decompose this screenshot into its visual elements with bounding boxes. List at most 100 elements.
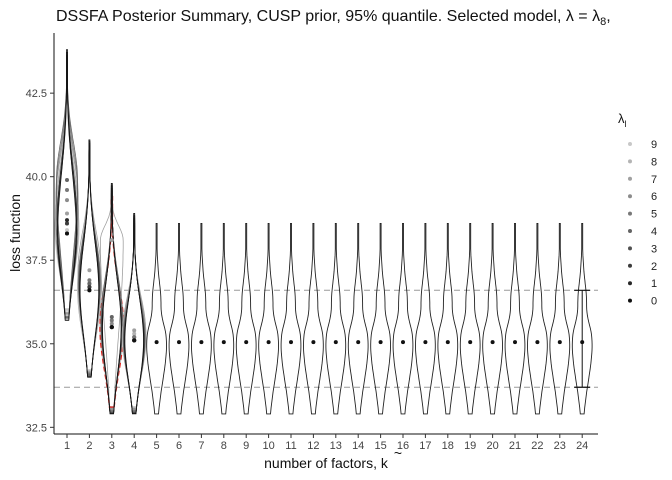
x-tick-label-13: 13 <box>330 440 342 452</box>
violin-k16 <box>392 223 414 415</box>
violin-group-k16 <box>392 223 414 415</box>
legend-item-9: 9 <box>628 139 657 151</box>
point-k2-lambda2 <box>87 284 92 289</box>
legend-key-5 <box>628 211 632 216</box>
violin-k4-lambda2 <box>123 216 145 413</box>
x-tick-label-8: 8 <box>221 440 227 452</box>
legend-label-2: 2 <box>651 261 657 273</box>
violin-k23 <box>549 223 571 415</box>
violin-k4-lambda0 <box>124 213 144 415</box>
y-axis-title: loss function <box>7 194 23 272</box>
point-k17 <box>423 340 428 345</box>
violin-group-k13 <box>325 223 347 415</box>
point-k4-lambda8 <box>132 331 137 336</box>
point-k3-lambda5 <box>109 318 114 323</box>
point-k2-lambda0 <box>87 288 92 293</box>
x-tick-label-9: 9 <box>243 440 249 452</box>
legend-key-1 <box>628 281 632 286</box>
violin-group-k12 <box>303 223 324 415</box>
legend-key-0 <box>628 298 632 303</box>
violin-k2-lambda3 <box>78 144 100 376</box>
point-k16 <box>401 340 405 345</box>
x-axis-title-text: number of factors, k <box>264 455 389 471</box>
x-tick-label-14: 14 <box>352 440 364 452</box>
point-k20 <box>490 340 495 345</box>
x-tick-label-16: 16 <box>397 440 409 452</box>
legend-label-0: 0 <box>651 296 657 308</box>
x-tick-label-11: 11 <box>285 440 296 452</box>
point-k11 <box>289 340 293 345</box>
violin-k3-lambda8 <box>99 195 125 409</box>
violin-group-k8 <box>213 223 235 415</box>
legend-key-4 <box>628 229 632 233</box>
x-tick-label-4: 4 <box>131 440 137 452</box>
x-tick-label-1: 1 <box>64 440 70 452</box>
violin-k14 <box>347 223 369 415</box>
violin-k21 <box>504 223 526 415</box>
violin-k12 <box>303 223 324 415</box>
violin-k8 <box>213 223 235 415</box>
violin-group-k21 <box>504 223 526 415</box>
violin-group-k4 <box>121 213 147 415</box>
x-tick-label-19: 19 <box>464 440 476 452</box>
legend: λl 9 8 7 6 5 4 3 2 1 0 <box>618 111 657 308</box>
violin-group-k7 <box>191 223 212 415</box>
point-k2-lambda4 <box>87 281 92 286</box>
violin-group-k18 <box>437 223 459 415</box>
x-tick-label-10: 10 <box>262 440 274 452</box>
x-tick-label-6: 6 <box>176 440 182 452</box>
legend-item-5: 5 <box>628 209 657 221</box>
violin-k7 <box>191 223 212 415</box>
violin-group-k5 <box>146 223 167 415</box>
x-tick-label-7: 7 <box>198 440 204 452</box>
legend-item-2: 2 <box>628 261 657 273</box>
violin-k18 <box>437 223 459 415</box>
violin-group-k22 <box>527 223 548 415</box>
legend-item-7: 7 <box>628 174 657 186</box>
x-tick-label-2: 2 <box>86 440 92 452</box>
point-k2-lambda5 <box>87 278 92 283</box>
violin-k17 <box>415 223 436 415</box>
violin-k9 <box>235 223 257 415</box>
y-tick-label-1: 35.0 <box>26 339 47 351</box>
violin-k10 <box>258 223 279 415</box>
violin-group-k2 <box>77 139 102 378</box>
legend-key-7 <box>628 176 632 181</box>
point-k1-lambda6 <box>65 198 69 203</box>
violin-group-k19 <box>459 223 481 415</box>
point-k7 <box>199 340 204 345</box>
legend-key-9 <box>628 142 632 146</box>
legend-key-6 <box>628 194 632 199</box>
point-k4-lambda0 <box>132 338 137 343</box>
point-k3-lambda7 <box>109 238 114 243</box>
legend-label-4: 4 <box>651 226 657 238</box>
legend-key-2 <box>628 263 632 268</box>
violin-k15 <box>370 223 391 415</box>
violin-k6 <box>168 223 190 415</box>
violin-group-k20 <box>482 223 503 415</box>
legend-item-8: 8 <box>628 156 657 168</box>
selected-model-errorbar <box>574 289 591 388</box>
violin-k3-lambda0 <box>102 183 122 415</box>
legend-item-3: 3 <box>628 243 657 255</box>
violin-group-k14 <box>347 223 369 415</box>
violin-group-k6 <box>168 223 190 415</box>
point-k12 <box>311 340 316 345</box>
violin-k5 <box>146 223 167 415</box>
violin-group-k11 <box>280 223 302 415</box>
point-k6 <box>177 340 181 345</box>
violin-k2-lambda1 <box>79 141 100 377</box>
violin-k2-lambda2 <box>79 142 100 376</box>
point-k14 <box>356 340 361 345</box>
x-tick-label-3: 3 <box>109 440 115 452</box>
point-k21 <box>513 340 517 345</box>
x-tick-label-24: 24 <box>576 440 588 452</box>
point-k15 <box>378 340 383 345</box>
legend-label-6: 6 <box>651 191 657 203</box>
y-axis: 32.5 35.0 37.5 40.0 42.5 <box>26 33 55 434</box>
x-tick-label-21: 21 <box>509 440 521 452</box>
legend-key-8 <box>628 159 632 164</box>
violin-group-k3 <box>99 183 125 415</box>
violin-group-k9 <box>235 223 257 415</box>
